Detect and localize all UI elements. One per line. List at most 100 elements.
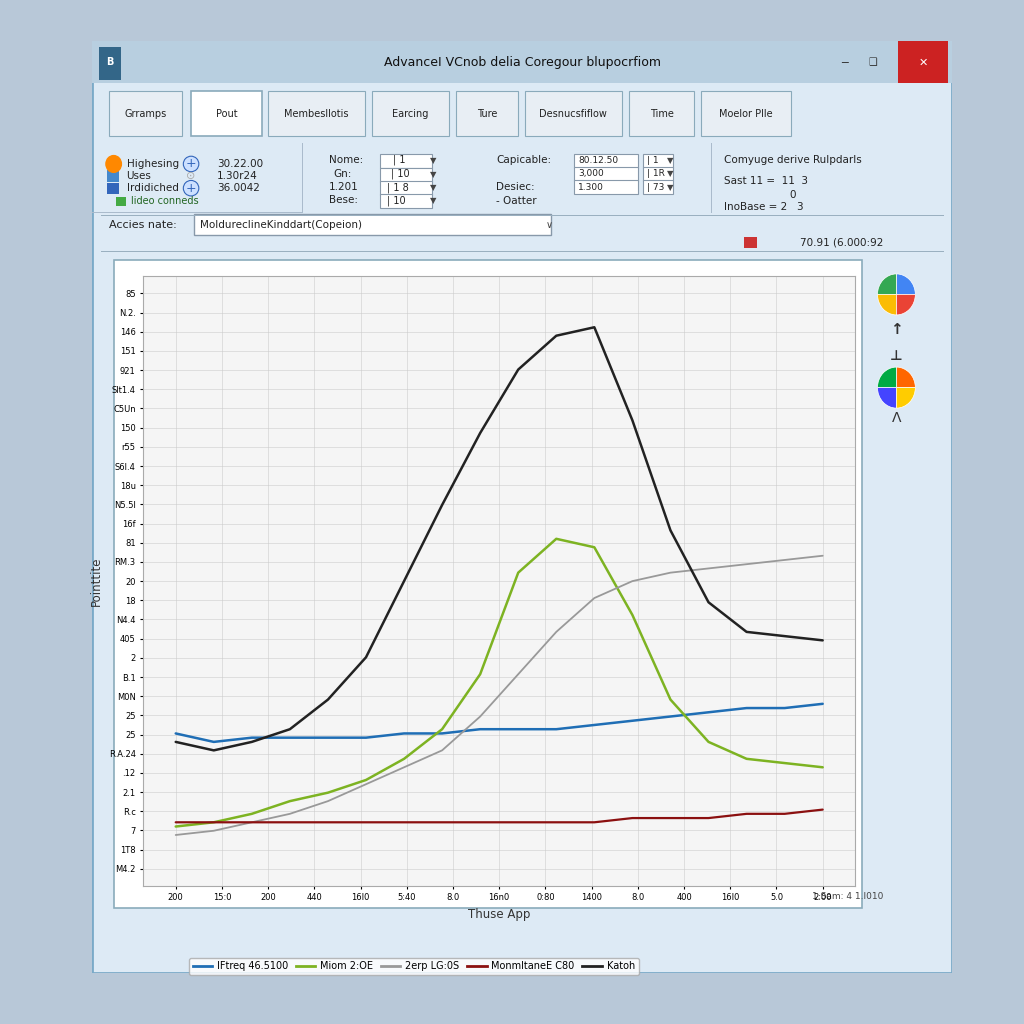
Text: Comyuge derive Rulpdarls: Comyuge derive Rulpdarls bbox=[724, 156, 862, 165]
FancyBboxPatch shape bbox=[456, 91, 518, 136]
Text: InoBase = 2   3: InoBase = 2 3 bbox=[724, 202, 804, 212]
Text: 1.30r24: 1.30r24 bbox=[217, 171, 258, 181]
Text: Pout: Pout bbox=[215, 109, 238, 119]
FancyBboxPatch shape bbox=[99, 46, 121, 80]
FancyBboxPatch shape bbox=[92, 41, 952, 973]
Text: | 10: | 10 bbox=[387, 195, 406, 206]
Text: Membesllotis: Membesllotis bbox=[285, 109, 349, 119]
Text: ▼: ▼ bbox=[667, 182, 673, 191]
Text: Sast 11 =  11  3: Sast 11 = 11 3 bbox=[724, 176, 808, 185]
Text: Nome:: Nome: bbox=[329, 156, 362, 165]
FancyBboxPatch shape bbox=[100, 87, 944, 139]
Text: ⊙: ⊙ bbox=[186, 171, 196, 181]
Wedge shape bbox=[896, 273, 915, 295]
FancyBboxPatch shape bbox=[573, 154, 638, 168]
Text: ▼: ▼ bbox=[430, 170, 436, 179]
Text: Time: Time bbox=[649, 109, 674, 119]
Wedge shape bbox=[878, 273, 896, 295]
Text: ─: ─ bbox=[842, 57, 848, 68]
Text: 1.300: 1.300 bbox=[579, 182, 604, 191]
Text: lideo conneds: lideo conneds bbox=[131, 197, 199, 206]
Text: Bese:: Bese: bbox=[329, 196, 357, 205]
FancyBboxPatch shape bbox=[114, 260, 862, 907]
Text: 36.0042: 36.0042 bbox=[217, 183, 260, 194]
FancyBboxPatch shape bbox=[110, 91, 182, 136]
Text: 3,000: 3,000 bbox=[579, 169, 604, 178]
FancyBboxPatch shape bbox=[191, 91, 261, 136]
Text: Uses: Uses bbox=[127, 171, 152, 181]
FancyBboxPatch shape bbox=[372, 91, 450, 136]
Text: | 1 8: | 1 8 bbox=[387, 182, 409, 193]
Text: ▼: ▼ bbox=[667, 156, 673, 165]
Text: Gn:: Gn: bbox=[333, 169, 351, 179]
Text: AdvanceI VCnob delia Coregour blupocrfiom: AdvanceI VCnob delia Coregour blupocrfio… bbox=[384, 56, 660, 69]
Text: ⊥: ⊥ bbox=[890, 349, 903, 362]
Text: Capicable:: Capicable: bbox=[497, 156, 552, 165]
Wedge shape bbox=[878, 388, 896, 409]
Text: | 1R: | 1R bbox=[647, 169, 665, 178]
Text: Earcing: Earcing bbox=[392, 109, 429, 119]
FancyBboxPatch shape bbox=[701, 91, 792, 136]
X-axis label: Thuse App: Thuse App bbox=[468, 908, 530, 921]
Text: 30.22.00: 30.22.00 bbox=[217, 159, 263, 169]
Text: ▼: ▼ bbox=[667, 169, 673, 178]
FancyBboxPatch shape bbox=[117, 197, 126, 206]
Text: ✕: ✕ bbox=[919, 57, 928, 68]
Text: Moelor Plle: Moelor Plle bbox=[720, 109, 773, 119]
Text: 80.12.50: 80.12.50 bbox=[579, 156, 618, 165]
FancyBboxPatch shape bbox=[525, 91, 622, 136]
FancyBboxPatch shape bbox=[643, 180, 673, 194]
Text: ▼: ▼ bbox=[430, 196, 436, 205]
Text: 70.91 (6.000:92: 70.91 (6.000:92 bbox=[800, 238, 884, 247]
FancyBboxPatch shape bbox=[744, 237, 757, 248]
Text: ∨: ∨ bbox=[546, 219, 553, 229]
Text: Desiec:: Desiec: bbox=[497, 182, 536, 193]
Text: Grramps: Grramps bbox=[125, 109, 167, 119]
Text: | 1: | 1 bbox=[647, 156, 658, 165]
FancyBboxPatch shape bbox=[643, 154, 673, 168]
FancyBboxPatch shape bbox=[629, 91, 694, 136]
Text: Desnucsfiflow: Desnucsfiflow bbox=[540, 109, 607, 119]
Text: 1.Sam: 4 1.l010: 1.Sam: 4 1.l010 bbox=[812, 892, 884, 901]
FancyBboxPatch shape bbox=[92, 41, 952, 83]
Text: ▼: ▼ bbox=[430, 182, 436, 191]
Wedge shape bbox=[896, 295, 915, 315]
Text: B: B bbox=[106, 57, 114, 68]
Text: +: + bbox=[185, 158, 197, 170]
FancyBboxPatch shape bbox=[380, 168, 432, 181]
Text: ❑: ❑ bbox=[868, 57, 878, 68]
Text: MoldureclineKinddart(Copeion): MoldureclineKinddart(Copeion) bbox=[200, 219, 361, 229]
Text: Λ: Λ bbox=[892, 412, 901, 425]
Text: | 10: | 10 bbox=[390, 169, 410, 179]
FancyBboxPatch shape bbox=[380, 194, 432, 208]
FancyBboxPatch shape bbox=[268, 91, 365, 136]
Text: Highesing: Highesing bbox=[127, 159, 179, 169]
Text: - Oatter: - Oatter bbox=[497, 197, 537, 206]
Text: +: + bbox=[185, 181, 197, 195]
FancyBboxPatch shape bbox=[898, 41, 948, 83]
Text: | 1: | 1 bbox=[393, 155, 406, 166]
FancyBboxPatch shape bbox=[380, 154, 432, 168]
Text: Irdidiched: Irdidiched bbox=[127, 183, 178, 194]
Circle shape bbox=[105, 156, 122, 172]
Text: 0: 0 bbox=[788, 189, 796, 200]
Wedge shape bbox=[896, 367, 915, 388]
Text: | 73: | 73 bbox=[647, 182, 665, 191]
Wedge shape bbox=[878, 295, 896, 315]
FancyBboxPatch shape bbox=[573, 167, 638, 180]
Text: ▼: ▼ bbox=[430, 156, 436, 165]
FancyBboxPatch shape bbox=[106, 182, 119, 194]
Text: 1.201: 1.201 bbox=[329, 182, 358, 193]
Text: Accies nate:: Accies nate: bbox=[110, 220, 177, 230]
FancyBboxPatch shape bbox=[573, 180, 638, 194]
Wedge shape bbox=[896, 388, 915, 409]
Legend: IFtreq 46.5100, Miom 2:OE, 2erp LG:0S, MonmltaneE C80, Katoh: IFtreq 46.5100, Miom 2:OE, 2erp LG:0S, M… bbox=[188, 957, 639, 975]
Text: Ture: Ture bbox=[477, 109, 498, 119]
Y-axis label: Pointtite: Pointtite bbox=[90, 556, 103, 606]
FancyBboxPatch shape bbox=[380, 180, 432, 195]
FancyBboxPatch shape bbox=[643, 167, 673, 180]
FancyBboxPatch shape bbox=[106, 170, 119, 181]
Text: ↑: ↑ bbox=[890, 323, 903, 337]
FancyBboxPatch shape bbox=[194, 214, 551, 234]
Wedge shape bbox=[878, 367, 896, 388]
